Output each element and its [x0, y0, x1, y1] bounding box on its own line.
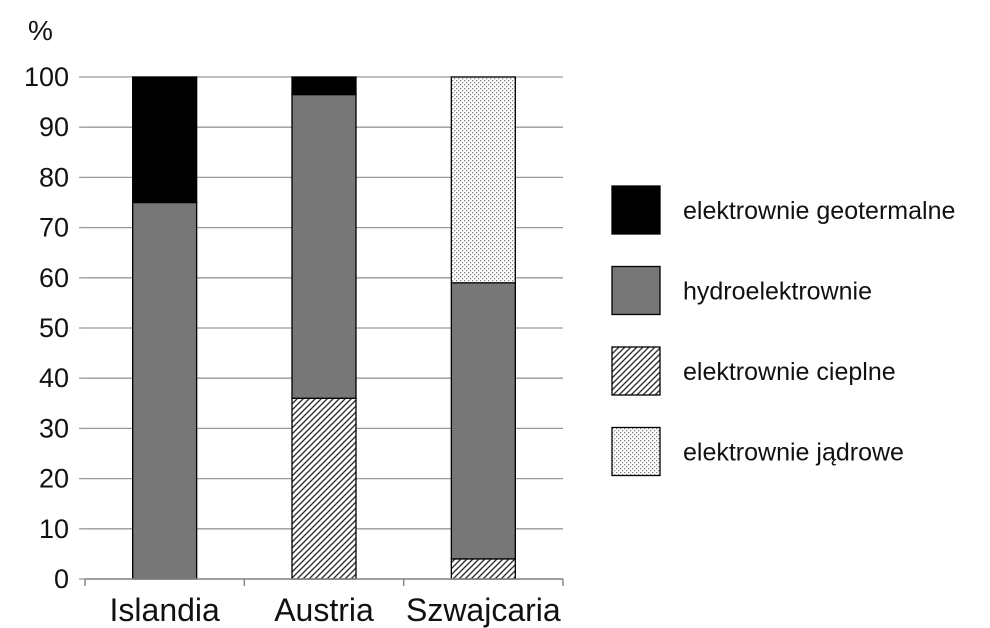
bars [132, 76, 516, 580]
bar-segment-austria-elektrownie-geotermalne [291, 76, 357, 96]
x-label-szwajcaria: Szwajcaria [406, 592, 561, 628]
bar-segment-austria-hydroelektrownie [291, 93, 357, 399]
y-tick-label: 100 [24, 62, 69, 92]
y-axis-ticks: 0 10 20 30 40 50 60 70 80 90 100 [24, 62, 85, 594]
bar-segment-islandia-hydroelektrownie [132, 201, 198, 580]
legend-swatch-hydroelektrownie [611, 265, 661, 316]
legend-label-elektrownie-geotermalne: elektrownie geotermalne [683, 197, 955, 225]
y-tick-label: 10 [39, 514, 69, 544]
y-tick-label: 20 [39, 464, 69, 494]
y-tick-label: 80 [39, 162, 69, 192]
x-axis [84, 578, 564, 586]
legend-swatch-elektrownie-jadrowe [611, 426, 661, 477]
y-axis-unit-label: % [28, 15, 53, 46]
legend-swatch-elektrownie-cieplne [611, 346, 661, 396]
y-tick-label: 50 [39, 313, 69, 343]
x-label-islandia: Islandia [110, 592, 221, 628]
legend-label-elektrownie-cieplne: elektrownie cieplne [683, 358, 896, 386]
legend-label-hydroelektrownie: hydroelektrownie [683, 278, 872, 306]
y-tick-label: 90 [39, 112, 69, 142]
x-axis-labels: Islandia Austria Szwajcaria [110, 592, 561, 628]
legend: elektrownie geotermalne hydroelektrownie e… [611, 185, 955, 477]
bar-segment-austria-elektrownie-cieplne [291, 397, 357, 580]
y-tick-label: 0 [54, 564, 69, 594]
bar-segment-szwajcaria-elektrownie-jadrowe [450, 76, 516, 284]
y-tick-label: 60 [39, 263, 69, 293]
y-tick-label: 40 [39, 363, 69, 393]
bar-segment-islandia-elektrownie-geotermalne [132, 76, 198, 204]
y-tick-label: 70 [39, 213, 69, 243]
y-tick-label: 30 [39, 413, 69, 443]
x-label-austria: Austria [274, 592, 374, 628]
bar-segment-szwajcaria-elektrownie-cieplne [450, 558, 516, 580]
legend-label-elektrownie-jadrowe: elektrownie jądrowe [683, 439, 904, 467]
bar-segment-szwajcaria-hydroelektrownie [450, 282, 516, 560]
legend-swatch-elektrownie-geotermalne [611, 185, 661, 235]
